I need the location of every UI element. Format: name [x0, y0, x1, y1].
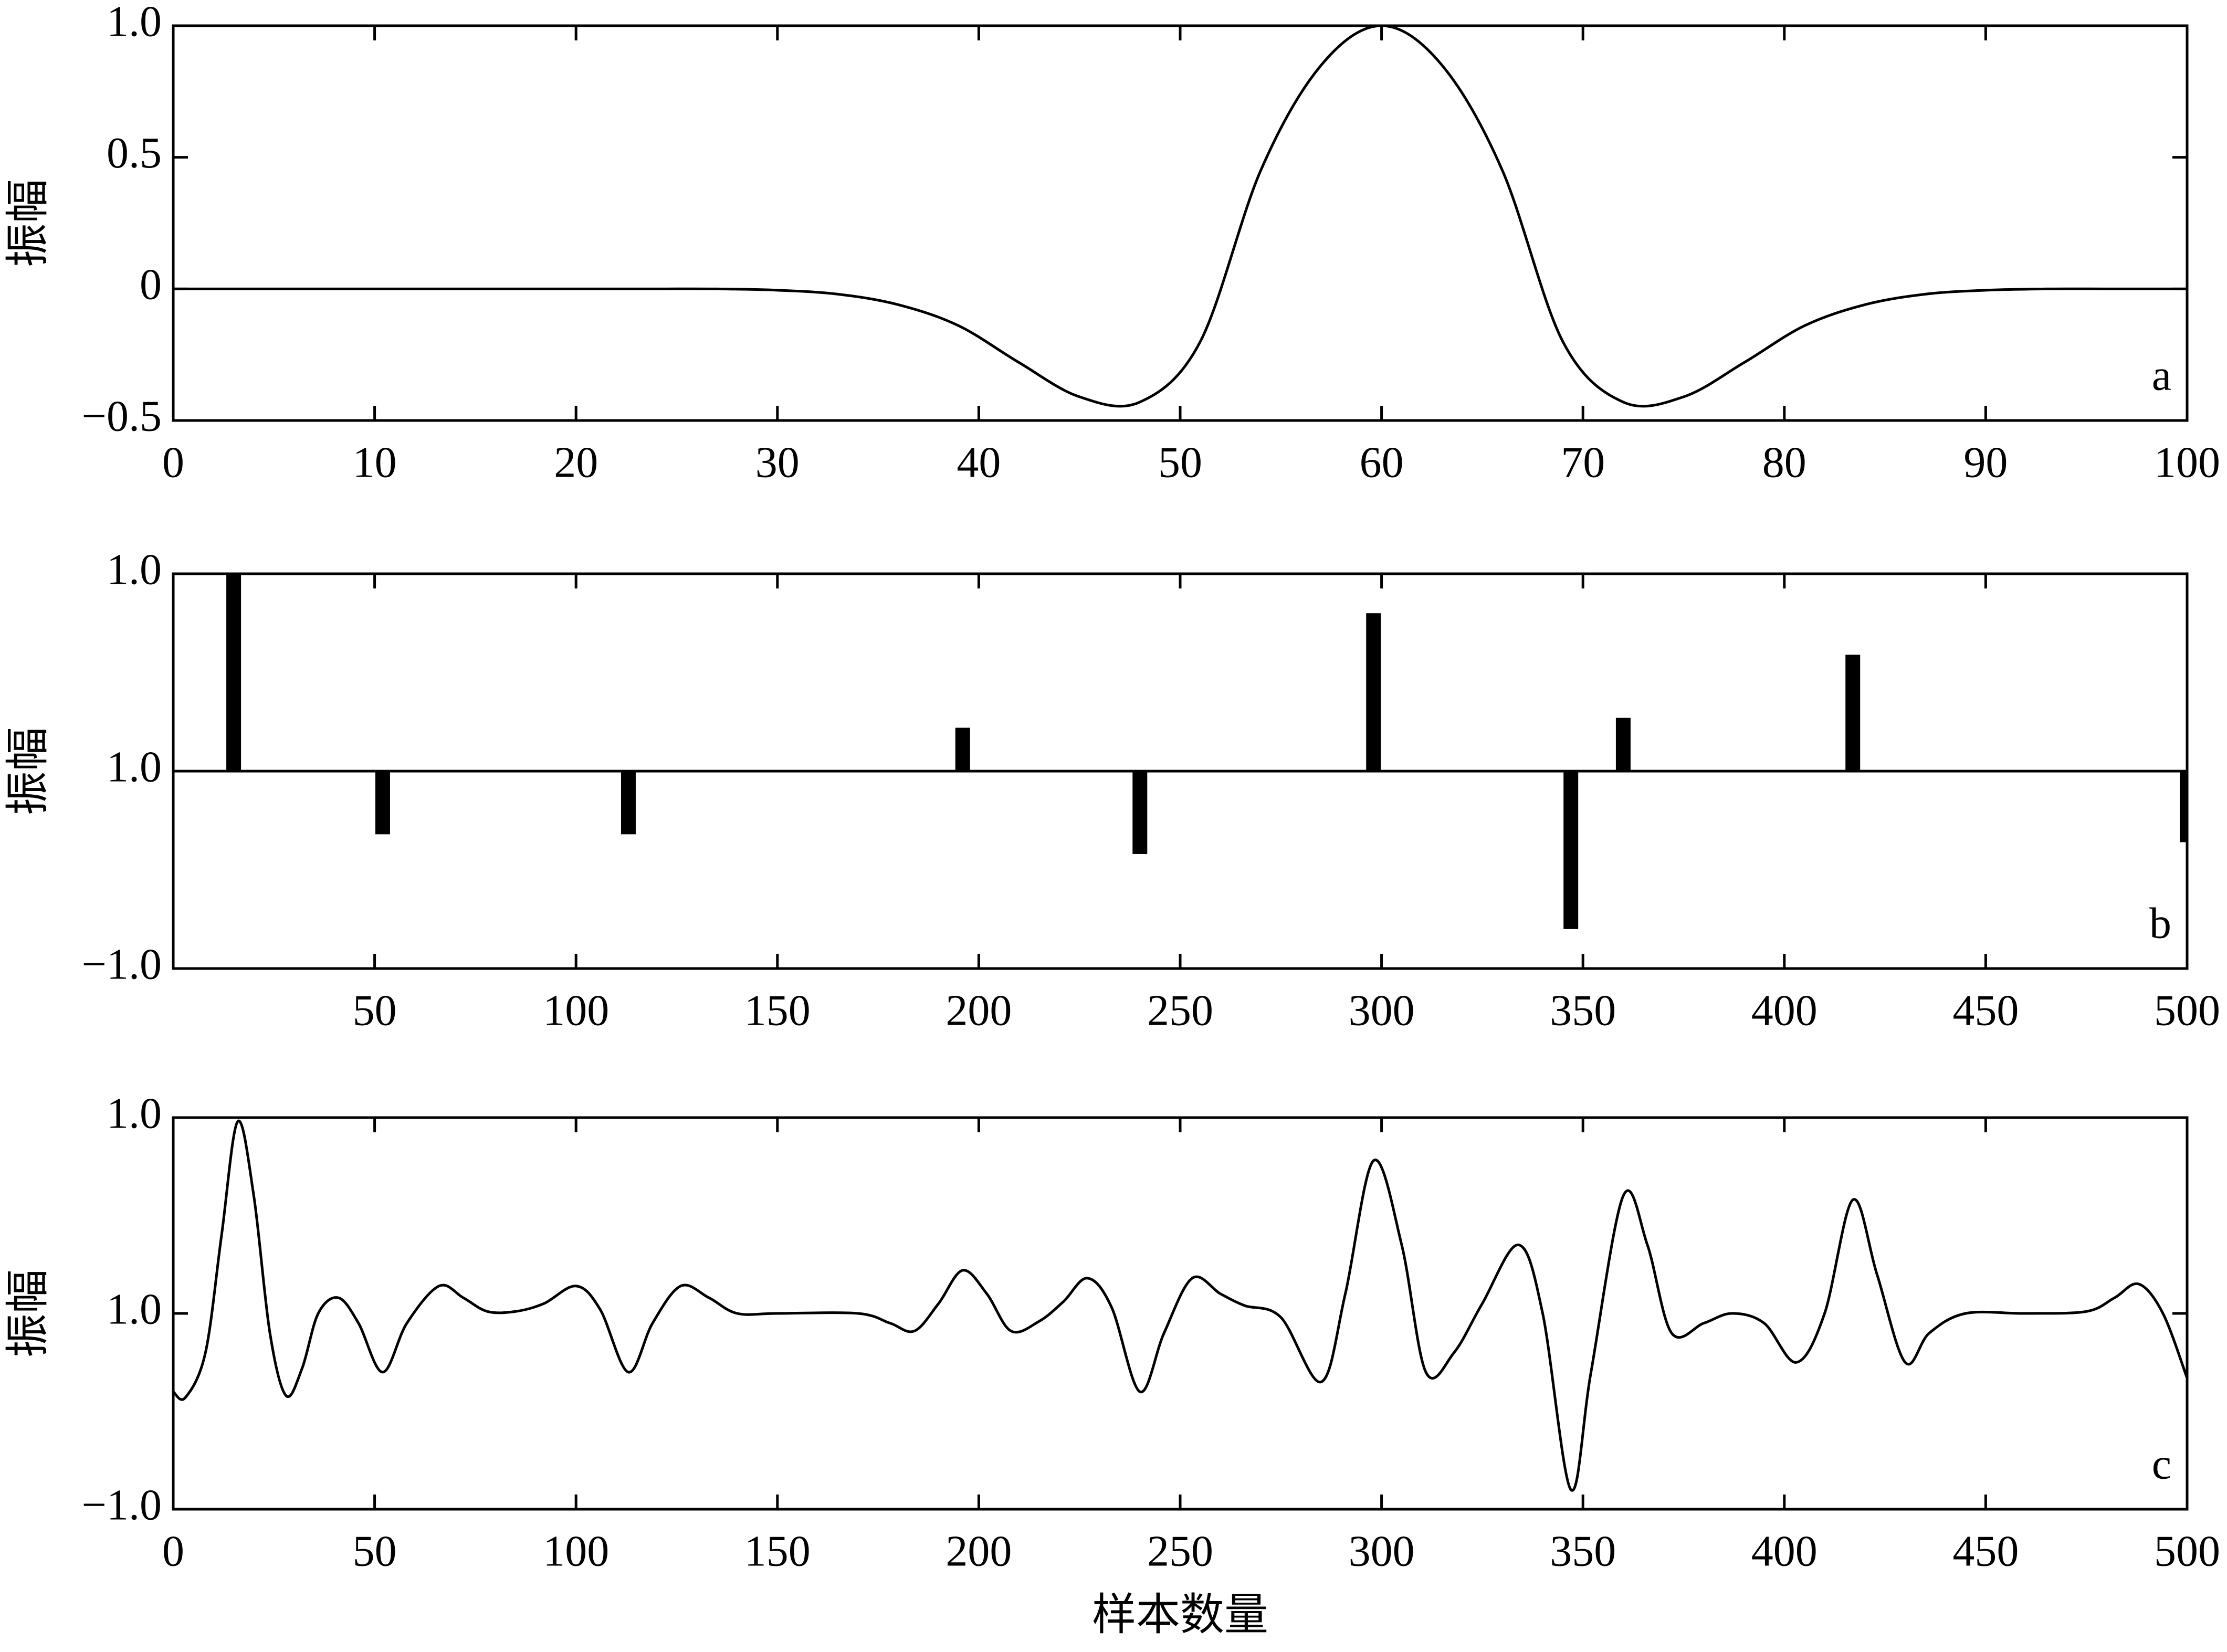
y-tick-label: 1.0 — [107, 0, 162, 46]
line — [173, 26, 2187, 408]
y-tick-label: 1.0 — [107, 1285, 162, 1333]
bar — [375, 771, 390, 835]
x-tick-label: 250 — [1147, 1527, 1213, 1575]
y-tick-label: 0.5 — [107, 129, 162, 177]
x-tick-label: 500 — [2154, 1527, 2220, 1575]
y-tick-label: −1.0 — [82, 1480, 162, 1529]
x-tick-label: 20 — [554, 438, 598, 487]
x-tick-label: 200 — [946, 1527, 1012, 1575]
bar — [226, 574, 241, 771]
y-tick-label: 1.0 — [107, 1089, 162, 1138]
x-tick-label: 90 — [1963, 438, 2008, 487]
x-tick-label: 250 — [1147, 986, 1213, 1035]
y-tick-label: 1.0 — [107, 742, 162, 791]
bar — [1563, 771, 1579, 929]
x-tick-label: 200 — [946, 986, 1012, 1035]
x-tick-label: 40 — [957, 438, 1001, 487]
x-axis-label: 样本数量 — [1092, 1591, 1268, 1639]
x-tick-label: 0 — [162, 438, 184, 487]
x-tick-label: 500 — [2154, 986, 2220, 1035]
x-tick-label: 450 — [1952, 1527, 2019, 1575]
x-tick-label: 300 — [1349, 1527, 1415, 1575]
x-tick-label: 350 — [1550, 1527, 1616, 1575]
x-tick-label: 150 — [744, 1527, 811, 1575]
panel-label: a — [2152, 351, 2171, 399]
panel-label: c — [2152, 1439, 2171, 1488]
x-tick-label: 400 — [1751, 986, 1818, 1035]
x-tick-label: 450 — [1952, 986, 2019, 1035]
bar — [621, 771, 636, 835]
x-tick-label: 50 — [353, 986, 397, 1035]
plot-frame — [172, 24, 2189, 422]
x-tick-label: 30 — [755, 438, 800, 487]
x-tick-label: 0 — [162, 1527, 184, 1575]
y-tick-label: 1.0 — [107, 545, 162, 594]
line — [173, 1119, 2187, 1492]
x-tick-label: 10 — [353, 438, 397, 487]
x-tick-label: 60 — [1360, 438, 1404, 487]
bar — [2180, 771, 2187, 843]
x-tick-label: 100 — [543, 1527, 609, 1575]
x-tick-label: 50 — [353, 1527, 397, 1575]
bar — [1366, 613, 1381, 771]
y-tick-label: −1.0 — [82, 940, 162, 988]
x-tick-label: 100 — [2154, 438, 2220, 487]
panel-label: b — [2149, 899, 2171, 948]
x-tick-label: 350 — [1550, 986, 1616, 1035]
y-tick-label: −0.5 — [82, 392, 162, 440]
x-tick-label: 80 — [1762, 438, 1806, 487]
y-axis-label: 振幅 — [4, 727, 52, 815]
x-tick-label: 300 — [1349, 986, 1415, 1035]
x-tick-label: 400 — [1751, 1527, 1818, 1575]
y-axis-label: 振幅 — [4, 179, 52, 267]
y-tick-label: 0 — [140, 260, 162, 309]
x-tick-label: 100 — [543, 986, 609, 1035]
bar — [1845, 655, 1861, 771]
y-axis-label: 振幅 — [4, 1269, 52, 1358]
bar — [955, 728, 970, 771]
x-tick-label: 50 — [1158, 438, 1202, 487]
bar — [1132, 771, 1148, 854]
bar — [1615, 718, 1631, 771]
x-tick-label: 70 — [1561, 438, 1605, 487]
plot-frame — [172, 1116, 2189, 1511]
x-tick-label: 150 — [744, 986, 811, 1035]
